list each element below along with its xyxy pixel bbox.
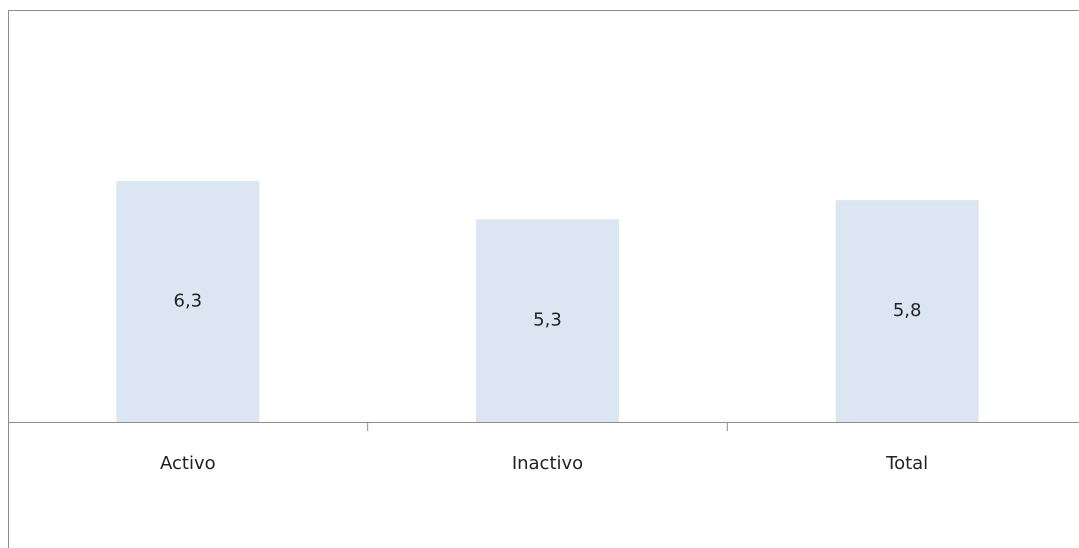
bar (116, 181, 260, 422)
value-label: 6,3 (174, 291, 203, 312)
x-tick-label: Inactivo (512, 453, 583, 474)
x-tick-label: Activo (160, 453, 216, 474)
bar (835, 200, 979, 422)
bar (476, 219, 619, 422)
value-label: 5,3 (533, 310, 562, 331)
x-tick-label: Total (885, 453, 928, 474)
value-label: 5,8 (893, 300, 922, 321)
